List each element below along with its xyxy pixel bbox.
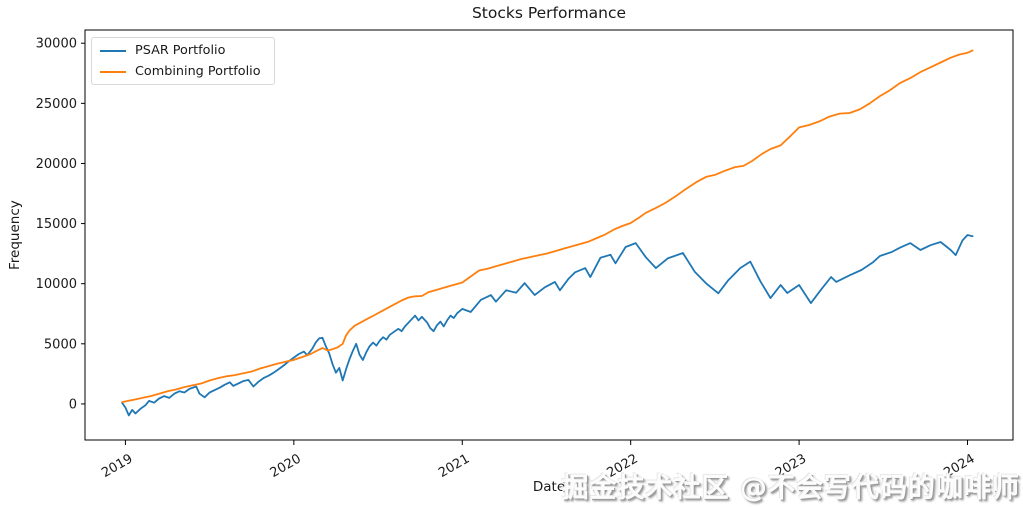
plot-border [84,29,1014,441]
series-line-combining-portfolio [121,49,974,404]
legend-label: PSAR Portfolio [135,43,226,58]
legend-item: PSAR Portfolio [100,43,266,58]
legend-item: Combining Portfolio [100,64,266,79]
legend-line-sample [100,70,126,73]
x-axis-label: Date [532,479,566,495]
y-axis-label: Frequency [7,200,23,270]
y-tick-label: 5000 [44,337,77,352]
y-tick-label: 25000 [36,97,77,112]
x-tick-label: 2019 [99,451,135,481]
y-tick-label: 20000 [36,157,77,172]
legend-label: Combining Portfolio [135,64,261,79]
x-tick-label: 2020 [268,451,304,481]
watermark: 掘金技术社区 @不会写代码的咖啡师 [561,473,1020,504]
legend-line-sample [100,49,126,52]
chart-title: Stocks Performance [471,4,627,22]
y-tick-label: 15000 [36,217,77,232]
series-line-psar-portfolio [121,234,974,417]
y-tick-label: 10000 [36,277,77,292]
legend: PSAR Portfolio Combining Portfolio [91,37,275,85]
y-tick-label: 30000 [36,37,77,52]
y-tick-label: 0 [69,397,77,412]
x-tick-label: 2021 [436,451,472,481]
